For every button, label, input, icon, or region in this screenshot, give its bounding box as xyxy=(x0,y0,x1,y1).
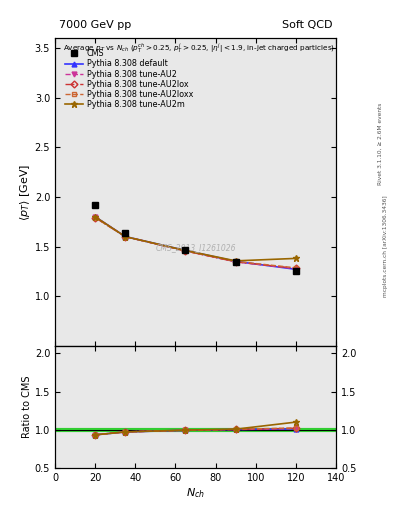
Text: 7000 GeV pp: 7000 GeV pp xyxy=(59,20,131,30)
X-axis label: $N_{ch}$: $N_{ch}$ xyxy=(186,486,205,500)
Y-axis label: Ratio to CMS: Ratio to CMS xyxy=(22,376,32,438)
Y-axis label: $\langle p_T \rangle$ [GeV]: $\langle p_T \rangle$ [GeV] xyxy=(18,163,32,221)
Text: CMS_2013_I1261026: CMS_2013_I1261026 xyxy=(155,243,236,252)
Text: mcplots.cern.ch [arXiv:1306.3436]: mcplots.cern.ch [arXiv:1306.3436] xyxy=(384,195,388,296)
Text: Soft QCD: Soft QCD xyxy=(282,20,332,30)
Text: Average $p_T$ vs $N_{ch}$ ($p_T^{ch}>0.25$, $p_T^j>0.25$, $|\eta^j|<1.9$, in-jet: Average $p_T$ vs $N_{ch}$ ($p_T^{ch}>0.2… xyxy=(63,41,336,55)
Text: Rivet 3.1.10, ≥ 2.6M events: Rivet 3.1.10, ≥ 2.6M events xyxy=(378,102,383,184)
Legend: CMS, Pythia 8.308 default, Pythia 8.308 tune-AU2, Pythia 8.308 tune-AU2lox, Pyth: CMS, Pythia 8.308 default, Pythia 8.308 … xyxy=(63,48,195,111)
